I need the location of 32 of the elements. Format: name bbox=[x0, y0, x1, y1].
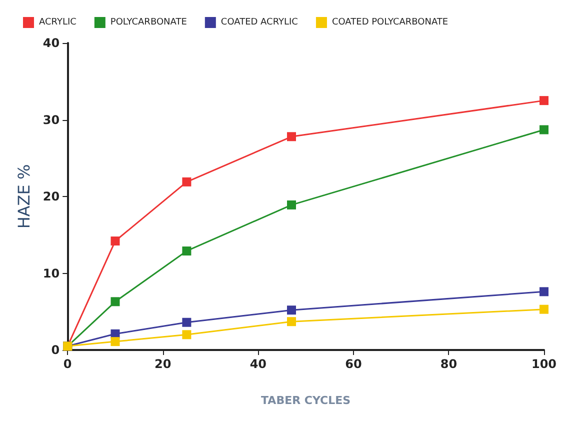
point bbox=[287, 317, 296, 326]
y-tick-label: 10 bbox=[42, 266, 60, 280]
point bbox=[287, 132, 296, 142]
point bbox=[182, 318, 192, 327]
point bbox=[540, 304, 548, 314]
y-tick-label: 0 bbox=[51, 343, 60, 357]
point bbox=[110, 236, 120, 246]
y-tick-label: 40 bbox=[42, 36, 60, 50]
legend-label: COATED ACRYLIC bbox=[220, 18, 298, 28]
x-tick-label: 100 bbox=[531, 357, 557, 371]
y-axis-title: HAZE % bbox=[14, 164, 34, 229]
x-tick-label: 60 bbox=[345, 357, 362, 371]
legend-label: ACRYLIC bbox=[39, 18, 76, 28]
x-axis-title: TABER CYCLES bbox=[261, 394, 351, 407]
point bbox=[182, 246, 192, 256]
x-tick-label: 80 bbox=[440, 357, 458, 371]
point bbox=[540, 125, 548, 134]
y-tick-label: 20 bbox=[42, 190, 60, 204]
point bbox=[287, 306, 296, 315]
x-tick-label: 40 bbox=[250, 357, 267, 371]
x-tick-label: 20 bbox=[154, 357, 172, 371]
point bbox=[540, 96, 548, 106]
y-tick-label: 30 bbox=[42, 112, 60, 127]
x-tick-label: 0 bbox=[63, 357, 72, 371]
legend-label: COATED POLYCARBONATE bbox=[332, 18, 448, 28]
legend-label: POLYCARBONATE bbox=[110, 18, 188, 28]
point bbox=[540, 287, 548, 296]
point bbox=[110, 297, 120, 306]
point bbox=[182, 330, 192, 340]
point bbox=[287, 200, 296, 210]
point bbox=[182, 177, 192, 186]
point bbox=[110, 337, 120, 346]
